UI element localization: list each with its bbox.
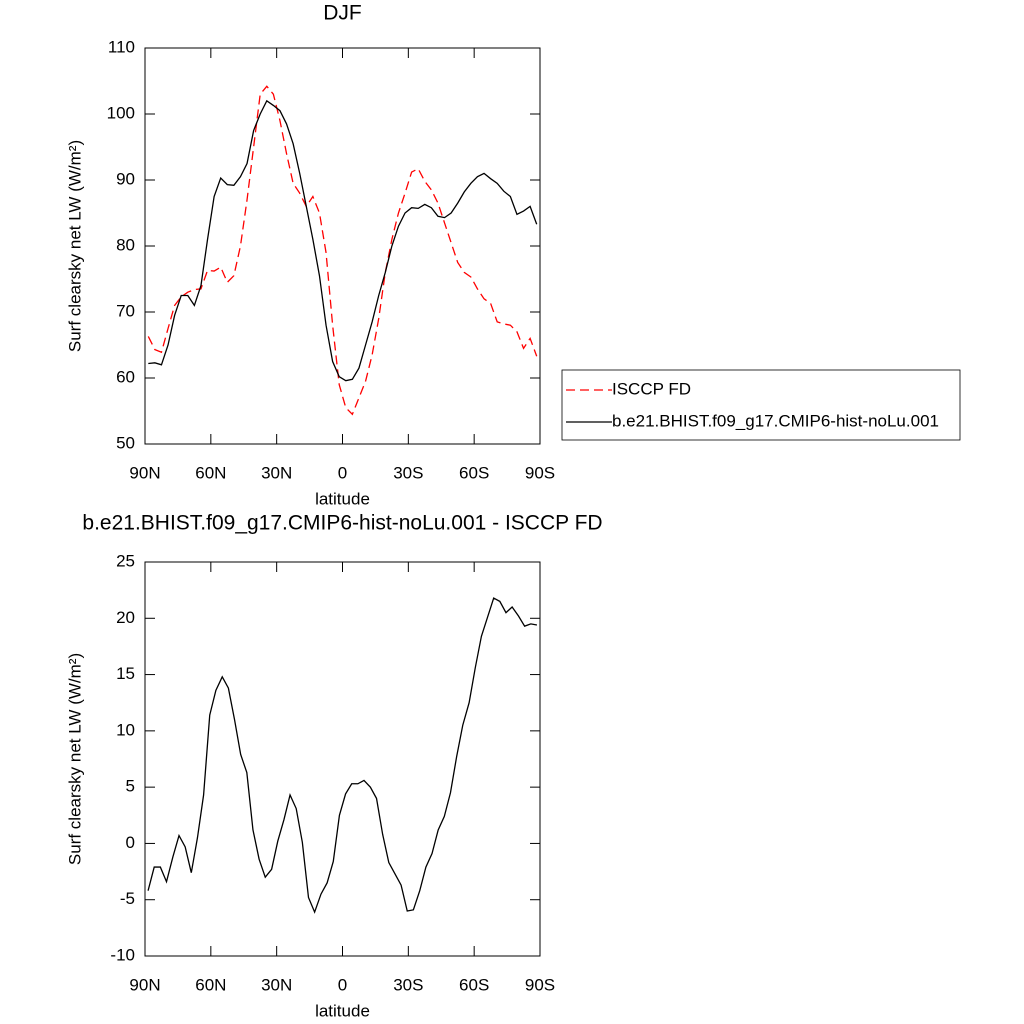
y-tick-label: 90: [116, 169, 135, 188]
x-tick-label: 30S: [393, 463, 423, 482]
y-tick-label: 60: [116, 367, 135, 386]
x-tick-label: 60S: [459, 463, 489, 482]
x-tick-label: 30S: [393, 975, 423, 994]
y-tick-label: 20: [116, 608, 135, 627]
y-tick-label: -5: [120, 889, 135, 908]
y-tick-label: 100: [107, 103, 135, 122]
x-tick-label: 0: [338, 975, 347, 994]
y-tick-label: -10: [110, 945, 135, 964]
y-tick-label: 0: [126, 833, 135, 852]
y-axis-label: Surf clearsky net LW (W/m²): [65, 140, 84, 352]
x-tick-label: 60S: [459, 975, 489, 994]
series-line: [148, 99, 538, 382]
plot-frame: [144, 561, 541, 957]
y-tick-label: 10: [116, 720, 135, 739]
series-line: [147, 85, 538, 416]
x-tick-label: 60N: [195, 975, 226, 994]
y-tick-label: 15: [116, 664, 135, 683]
x-tick-label: 60N: [195, 463, 226, 482]
y-tick-label: 110: [108, 37, 135, 56]
x-tick-label: 30N: [261, 463, 292, 482]
legend-label: ISCCP FD: [612, 379, 691, 398]
x-tick-label: 90S: [525, 975, 555, 994]
chart-title: b.e21.BHIST.f09_g17.CMIP6-hist-noLu.001 …: [82, 512, 602, 535]
y-tick-label: 5: [126, 777, 135, 796]
x-axis-label: latitude: [315, 1001, 370, 1020]
series-line: [147, 597, 538, 914]
chart-title: DJF: [323, 2, 362, 25]
plot-frame: [144, 47, 541, 445]
y-tick-label: 80: [116, 235, 135, 254]
x-tick-label: 90N: [129, 975, 160, 994]
x-tick-label: 90S: [525, 463, 555, 482]
x-axis-label: latitude: [315, 489, 370, 508]
y-axis-label: Surf clearsky net LW (W/m²): [65, 653, 84, 865]
x-tick-label: 0: [338, 463, 347, 482]
y-tick-label: 70: [116, 301, 135, 320]
legend-box: [561, 369, 961, 441]
x-tick-label: 90N: [129, 463, 160, 482]
x-tick-label: 30N: [261, 975, 292, 994]
y-tick-label: 25: [116, 551, 135, 570]
legend-label: b.e21.BHIST.f09_g17.CMIP6-hist-noLu.001: [612, 411, 939, 430]
y-tick-label: 50: [116, 433, 135, 452]
